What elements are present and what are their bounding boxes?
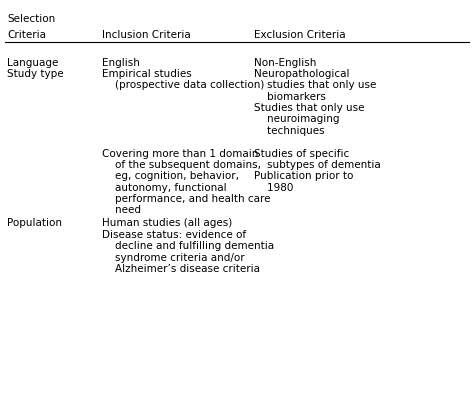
Text: Neuropathological: Neuropathological: [254, 69, 349, 79]
Text: autonomy, functional: autonomy, functional: [102, 182, 227, 192]
Text: need: need: [102, 205, 141, 215]
Text: techniques: techniques: [254, 126, 324, 136]
Text: of the subsequent domains,: of the subsequent domains,: [102, 160, 261, 170]
Text: Exclusion Criteria: Exclusion Criteria: [254, 30, 345, 40]
Text: Criteria: Criteria: [7, 30, 46, 40]
Text: eg, cognition, behavior,: eg, cognition, behavior,: [102, 171, 239, 181]
Text: (prospective data collection): (prospective data collection): [102, 80, 264, 90]
Text: syndrome criteria and/or: syndrome criteria and/or: [102, 252, 245, 262]
Text: performance, and health care: performance, and health care: [102, 194, 270, 204]
Text: Population: Population: [7, 218, 62, 228]
Text: Studies of specific: Studies of specific: [254, 148, 349, 158]
Text: Inclusion Criteria: Inclusion Criteria: [102, 30, 191, 40]
Text: neuroimaging: neuroimaging: [254, 114, 339, 124]
Text: Non-English: Non-English: [254, 58, 316, 68]
Text: Alzheimer’s disease criteria: Alzheimer’s disease criteria: [102, 263, 260, 273]
Text: Selection: Selection: [7, 14, 55, 24]
Text: Study type: Study type: [7, 69, 64, 79]
Text: Studies that only use: Studies that only use: [254, 103, 364, 113]
Text: subtypes of dementia: subtypes of dementia: [254, 160, 380, 170]
Text: biomarkers: biomarkers: [254, 92, 326, 102]
Text: Language: Language: [7, 58, 58, 68]
Text: English: English: [102, 58, 140, 68]
Text: Human studies (all ages): Human studies (all ages): [102, 218, 232, 228]
Text: Empirical studies: Empirical studies: [102, 69, 191, 79]
Text: studies that only use: studies that only use: [254, 80, 376, 90]
Text: decline and fulfilling dementia: decline and fulfilling dementia: [102, 241, 274, 251]
Text: Covering more than 1 domain: Covering more than 1 domain: [102, 148, 258, 158]
Text: Publication prior to: Publication prior to: [254, 171, 353, 181]
Text: Disease status: evidence of: Disease status: evidence of: [102, 229, 246, 239]
Text: 1980: 1980: [254, 182, 293, 192]
